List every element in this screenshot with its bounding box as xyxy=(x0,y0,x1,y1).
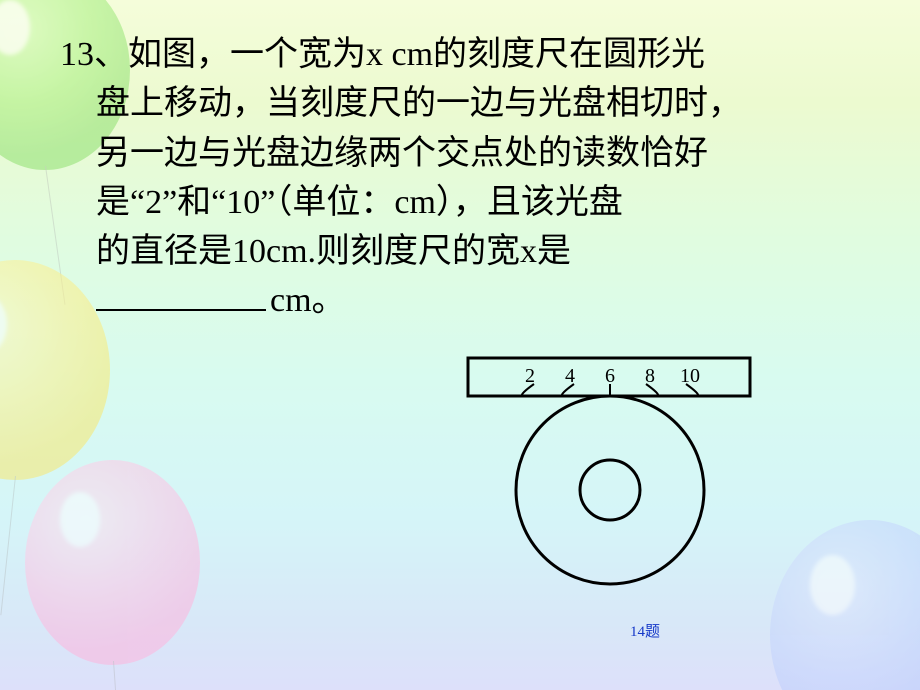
problem-text: 13、如图，一个宽为x cm的刻度尺在圆形光 盘上移动，当刻度尺的一边与光盘相切… xyxy=(60,30,860,326)
unit-after-blank: cm。 xyxy=(270,282,346,319)
problem-line4: 是“2”和“10”（单位：cm），且该光盘 xyxy=(60,178,860,227)
problem-line2: 盘上移动，当刻度尺的一边与光盘相切时， xyxy=(60,79,860,128)
problem-number: 13、 xyxy=(60,36,128,73)
problem-blank-line: cm。 xyxy=(60,276,860,325)
problem-line3: 另一边与光盘边缘两个交点处的读数恰好 xyxy=(60,129,860,178)
answer-blank xyxy=(96,277,266,311)
figure-caption: 14题 xyxy=(630,620,660,641)
problem-line5: 的直径是10cm.则刻度尺的宽x是 xyxy=(60,227,860,276)
svg-text:6: 6 xyxy=(605,365,615,387)
figure-container: 246810 14题 xyxy=(450,350,830,630)
figure-svg: 246810 xyxy=(450,350,770,610)
problem-line1: 如图，一个宽为x cm的刻度尺在圆形光 xyxy=(128,36,705,73)
svg-text:10: 10 xyxy=(680,365,700,387)
balloon-pink xyxy=(25,460,200,665)
